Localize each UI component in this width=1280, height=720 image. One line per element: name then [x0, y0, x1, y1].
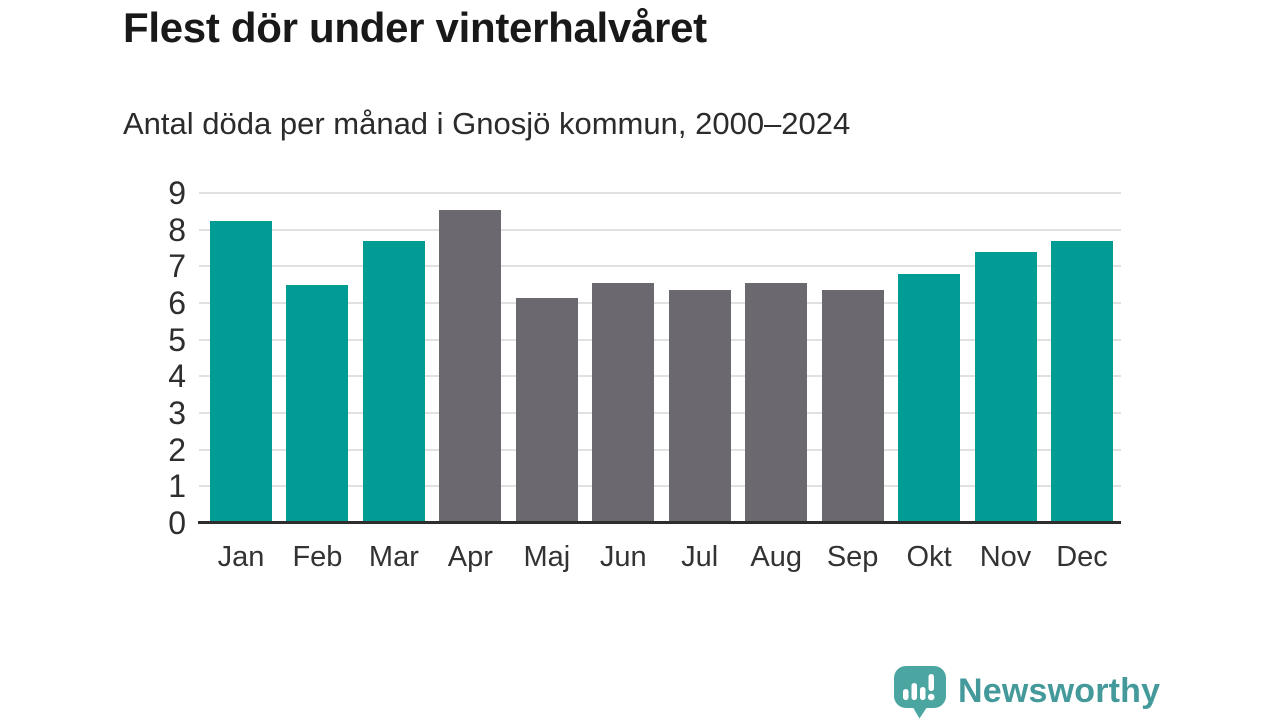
x-tick-label-sep: Sep: [826, 541, 879, 573]
gridline-3: [199, 412, 1121, 415]
bar-maj: [515, 297, 578, 523]
newsworthy-logo-text: Newsworthy: [958, 672, 1161, 710]
y-tick-label-6: 6: [168, 285, 186, 322]
chart-title: Flest dör under vinterhalvåret: [123, 4, 707, 51]
bar-okt: [898, 273, 961, 523]
gridline-2: [199, 448, 1121, 451]
x-axis-line: [198, 521, 1121, 524]
gridline-8: [199, 228, 1121, 231]
gridline-1: [199, 485, 1121, 488]
newsworthy-logo: Newsworthy: [892, 664, 1162, 720]
gridline-5: [199, 338, 1121, 341]
gridline-4: [199, 375, 1121, 378]
gridline-9: [199, 192, 1121, 194]
y-tick-label-3: 3: [168, 395, 186, 432]
plot-area: [198, 192, 1121, 524]
x-tick-label-jun: Jun: [599, 541, 647, 573]
gridline-6: [199, 302, 1121, 305]
x-tick-label-nov: Nov: [979, 541, 1032, 573]
x-tick-label-dec: Dec: [1056, 541, 1108, 573]
y-tick-label-1: 1: [168, 468, 186, 505]
bar-chart-speech-bubble-icon: [894, 666, 946, 719]
x-tick-label-jan: Jan: [217, 541, 265, 573]
y-tick-label-0: 0: [168, 505, 186, 541]
y-tick-label-4: 4: [168, 358, 186, 395]
gridline-7: [199, 265, 1121, 268]
bar-feb: [286, 284, 349, 523]
x-axis: Jan Feb Mar Apr Maj Jun Jul Aug Sep Okt Nov Dec: [199, 541, 1121, 574]
x-tick-label-aug: Aug: [750, 541, 802, 573]
bar-sep: [821, 290, 884, 523]
y-tick-label-5: 5: [168, 321, 186, 358]
x-tick-label-apr: Apr: [447, 541, 493, 573]
y-tick-label-7: 7: [168, 248, 186, 285]
bar-mar: [362, 240, 425, 523]
bar-nov: [974, 251, 1037, 523]
x-tick-label-feb: Feb: [292, 541, 343, 573]
x-tick-label-maj: Maj: [523, 541, 571, 573]
bar-jan: [210, 220, 272, 523]
chart-subtitle: Antal döda per månad i Gnosjö kommun, 20…: [123, 106, 851, 141]
x-tick-label-mar: Mar: [368, 541, 419, 573]
bar-jul: [668, 290, 731, 523]
bar-aug: [745, 282, 808, 523]
bar-jun: [592, 282, 655, 523]
bars-row: [199, 193, 1121, 523]
x-tick-label-jul: Jul: [681, 541, 719, 573]
bar-dec: [1050, 240, 1113, 523]
y-tick-label-2: 2: [168, 431, 186, 468]
bar-apr: [439, 209, 502, 523]
y-tick-label-8: 8: [168, 211, 186, 248]
y-tick-label-9: 9: [168, 175, 186, 211]
x-tick-label-okt: Okt: [906, 541, 952, 573]
